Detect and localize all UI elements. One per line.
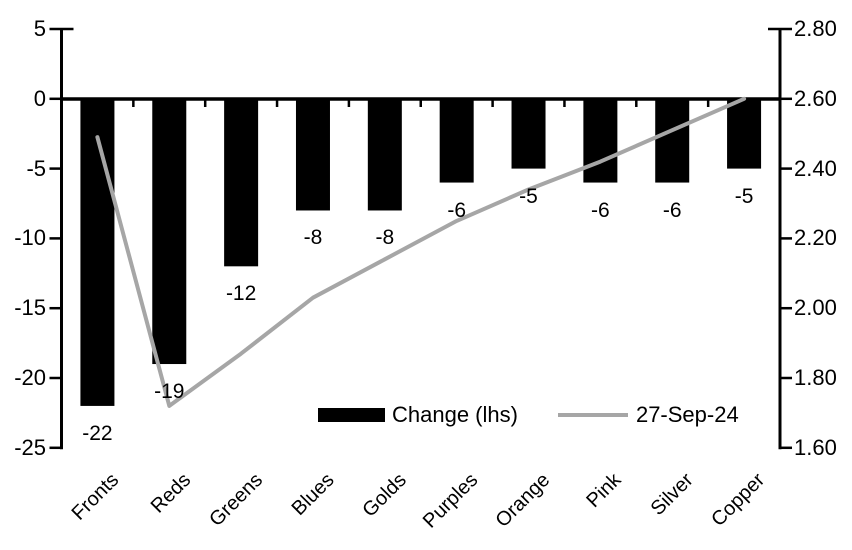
bar-reds [152, 99, 187, 365]
bar-data-label: -6 [662, 198, 682, 222]
bar-data-label: -5 [519, 184, 538, 208]
legend-bar-label: Change (lhs) [392, 402, 518, 427]
bar-data-label: -6 [591, 198, 610, 222]
legend-line-swatch [557, 413, 628, 417]
bar-greens [224, 99, 259, 267]
left-axis-tick-label: -20 [14, 365, 46, 390]
left-axis-tick-label: -25 [14, 434, 46, 460]
right-axis-tick-label: 2.20 [794, 225, 837, 251]
right-axis-tick-label: 1.80 [794, 365, 837, 390]
bar-data-label: -12 [225, 282, 257, 306]
right-axis-tick-label: 2.60 [794, 85, 837, 111]
left-axis-tick-label: 0 [33, 85, 46, 111]
bar-silver [655, 99, 690, 183]
legend-line-label: 27-Sep-24 [635, 402, 739, 427]
bar-data-label: -8 [375, 226, 395, 250]
right-axis-tick-label: 2.40 [794, 155, 837, 181]
left-axis-tick-label: -15 [14, 295, 46, 321]
bar-data-label: -19 [154, 380, 185, 404]
bar-data-label: -5 [734, 184, 754, 208]
legend-bar-swatch [318, 408, 385, 422]
bar-fronts [80, 99, 115, 406]
right-axis-tick-label: 2.00 [794, 295, 837, 321]
left-axis-tick-label: 5 [33, 16, 46, 41]
bar-blues [295, 99, 330, 211]
bar-golds [367, 99, 402, 211]
bar-purples [439, 99, 474, 183]
bar-orange [511, 99, 546, 169]
bar-data-label: -6 [447, 198, 467, 222]
right-axis-tick-label: 2.80 [794, 16, 837, 41]
right-axis-tick-label: 1.60 [794, 434, 837, 460]
left-axis-tick-label: -10 [14, 225, 46, 251]
chart-legend: Change (lhs) 27-Sep-24 [318, 401, 739, 429]
bar-copper [727, 99, 762, 169]
line-series [95, 96, 747, 408]
bar-data-label: -8 [303, 226, 323, 250]
bar-pink [583, 99, 618, 183]
left-axis-tick-label: -5 [26, 155, 46, 181]
bar-data-label: -22 [82, 421, 113, 445]
